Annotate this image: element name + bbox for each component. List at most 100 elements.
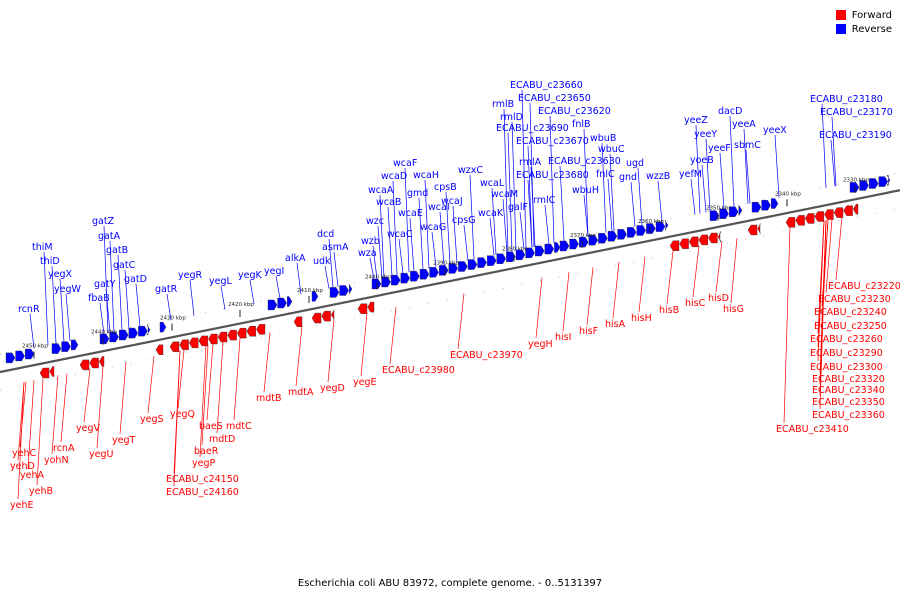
reverse-gene-arrow[interactable] [738, 205, 743, 216]
reverse-gene-arrow[interactable] [627, 227, 637, 238]
forward-gene-arrow[interactable] [804, 213, 815, 224]
forward-gene-arrow[interactable] [717, 231, 722, 242]
reverse-gene-arrow[interactable] [569, 238, 579, 250]
forward-gene-arrow[interactable] [179, 339, 189, 351]
forward-leader-line [201, 344, 209, 446]
reverse-gene-arrow[interactable] [109, 331, 119, 343]
forward-gene-arrow[interactable] [785, 217, 796, 228]
reverse-gene-arrow[interactable] [128, 327, 139, 339]
reverse-gene-arrow[interactable] [118, 329, 129, 341]
reverse-gene-arrow[interactable] [419, 269, 430, 280]
forward-gene-arrow[interactable] [708, 232, 718, 244]
forward-gene-arrow[interactable] [311, 312, 322, 324]
reverse-gene-arrow[interactable] [598, 233, 608, 244]
reverse-gene-arrow[interactable] [348, 283, 353, 295]
reverse-gene-arrow[interactable] [61, 341, 71, 352]
reverse-gene-arrow[interactable] [525, 247, 535, 259]
forward-gene-arrow[interactable] [256, 324, 266, 335]
reverse-gene-arrow[interactable] [439, 265, 449, 276]
forward-gene-arrow[interactable] [795, 215, 805, 226]
forward-gene-arrow[interactable] [155, 344, 164, 355]
forward-gene-arrow[interactable] [357, 303, 368, 314]
reverse-gene-arrow[interactable] [477, 257, 487, 268]
reverse-gene-arrow[interactable] [579, 236, 589, 248]
reverse-gene-arrow[interactable] [535, 245, 545, 257]
reverse-gene-arrow[interactable] [400, 272, 411, 284]
reverse-gene-arrow[interactable] [287, 296, 293, 307]
reverse-gene-arrow[interactable] [277, 297, 287, 309]
forward-gene-arrow[interactable] [227, 329, 237, 341]
forward-gene-arrow[interactable] [679, 238, 689, 250]
reverse-gene-arrow[interactable] [391, 274, 401, 286]
reverse-gene-arrow[interactable] [515, 249, 526, 261]
reverse-gene-arrow[interactable] [869, 178, 879, 189]
forward-gene-arrow[interactable] [367, 301, 375, 313]
reverse-gene-arrow[interactable] [5, 352, 16, 364]
forward-gene-arrow[interactable] [669, 240, 680, 251]
reverse-gene-arrow[interactable] [467, 259, 478, 270]
reverse-gene-arrow[interactable] [646, 223, 656, 234]
reverse-gene-arrow[interactable] [554, 242, 561, 253]
reverse-gene-arrow[interactable] [138, 325, 148, 337]
reverse-gene-arrow[interactable] [329, 287, 340, 298]
reverse-gene-arrow[interactable] [859, 180, 869, 191]
forward-gene-arrow[interactable] [698, 234, 708, 246]
forward-gene-arrow[interactable] [79, 359, 90, 371]
reverse-gene-labels: rcnR thiM thiD yegX yegW gatZ gatA gatB gatY fbaB… [18, 80, 893, 315]
forward-gene-arrow[interactable] [747, 224, 758, 236]
reverse-gene-arrow[interactable] [410, 270, 420, 282]
reverse-gene-arrow[interactable] [159, 321, 167, 333]
reverse-gene-arrow[interactable] [51, 343, 62, 354]
reverse-gene-arrow[interactable] [458, 261, 468, 272]
reverse-gene-arrow[interactable] [267, 299, 278, 311]
reverse-gene-arrow[interactable] [429, 267, 439, 278]
reverse-gene-arrow[interactable] [588, 234, 599, 246]
reverse-gene-arrow[interactable] [636, 225, 647, 236]
reverse-gene-arrow[interactable] [729, 206, 739, 217]
reverse-gene-arrow[interactable] [617, 229, 627, 240]
forward-gene-arrow[interactable] [39, 367, 50, 379]
reverse-gene-arrow[interactable] [146, 324, 151, 336]
forward-gene-arrow[interactable] [824, 209, 834, 220]
forward-gene-arrow[interactable] [321, 310, 331, 322]
reverse-gene-arrow[interactable] [751, 201, 762, 213]
forward-gene-arrow[interactable] [814, 211, 824, 222]
forward-gene-arrow[interactable] [236, 327, 247, 339]
forward-gene-arrow[interactable] [217, 331, 228, 343]
reverse-gene-arrow[interactable] [559, 240, 570, 252]
reverse-gene-arrow[interactable] [607, 231, 618, 242]
reverse-gene-arrow[interactable] [544, 243, 555, 255]
forward-gene-arrow[interactable] [246, 326, 257, 337]
reverse-gene-arrow[interactable] [655, 221, 666, 232]
reverse-gene-arrow[interactable] [496, 253, 507, 264]
reverse-gene-arrow[interactable] [381, 276, 391, 288]
reverse-gene-arrow[interactable] [664, 220, 669, 231]
forward-gene-arrow[interactable] [843, 205, 853, 216]
reverse-gene-arrow[interactable] [339, 285, 349, 296]
forward-gene-arrow[interactable] [188, 337, 199, 349]
forward-gene-arrow[interactable] [89, 357, 99, 369]
reverse-gene-arrow[interactable] [70, 339, 79, 351]
forward-gene-arrow[interactable] [293, 316, 303, 328]
forward-gene-arrow[interactable] [757, 223, 761, 234]
reverse-gene-arrow[interactable] [448, 263, 459, 274]
reverse-gene-arrow[interactable] [99, 333, 110, 345]
reverse-gene-arrow[interactable] [311, 291, 319, 302]
reverse-gene-arrow[interactable] [487, 255, 497, 266]
reverse-gene-arrow[interactable] [878, 176, 889, 187]
forward-gene-arrow[interactable] [169, 341, 180, 352]
forward-gene-arrow[interactable] [852, 203, 859, 215]
reverse-gene-arrow[interactable] [25, 348, 35, 360]
reverse-gene-arrow[interactable] [886, 175, 891, 186]
reverse-gene-arrow[interactable] [761, 200, 771, 211]
reverse-gene-arrow[interactable] [771, 198, 779, 209]
forward-gene-arrow[interactable] [49, 366, 55, 377]
forward-gene-arrow[interactable] [98, 356, 105, 367]
forward-gene-arrow[interactable] [833, 207, 844, 218]
forward-gene-arrow[interactable] [208, 333, 218, 345]
forward-gene-arrow[interactable] [330, 309, 335, 321]
forward-gene-arrow[interactable] [688, 236, 699, 248]
forward-gene-arrow[interactable] [198, 335, 209, 347]
reverse-gene-arrow[interactable] [15, 350, 25, 362]
reverse-gene-arrow[interactable] [719, 208, 729, 219]
